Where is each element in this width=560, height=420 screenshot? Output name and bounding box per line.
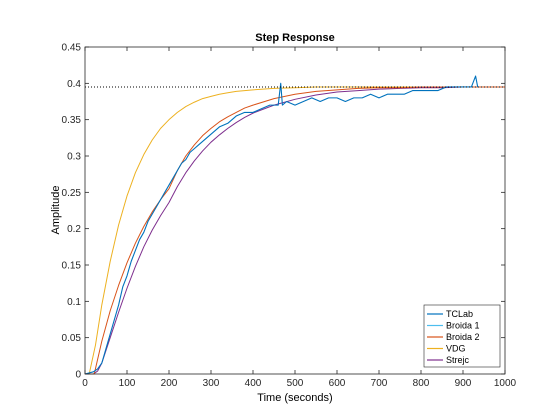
legend-box [423,304,501,368]
x-tick-label: 0 [82,378,88,389]
chart-title: Step Response [255,32,334,44]
x-tick-label: 800 [413,378,430,389]
y-tick-label: 0 [75,370,81,381]
series-line-strejc [85,86,505,375]
legend-label: VDG [446,344,466,354]
ticks-layer: 0 100 200 300 400 500 600 700 800 900 1000 0 0.05 0.1… [62,43,517,390]
series-layer [84,75,505,375]
y-tick-label: 0.2 [67,224,81,235]
legend-label: Broida 2 [446,332,480,342]
series-line-broida-2 [85,86,505,375]
y-tick-label: 0.05 [62,333,82,344]
x-axis-label: Time (seconds) [257,392,332,404]
x-tick-label: 300 [203,378,220,389]
x-tick-label: 500 [287,378,304,389]
y-tick-label: 0.1 [67,297,81,308]
x-tick-label: 400 [245,378,262,389]
x-tick-label: 900 [455,378,472,389]
legend-label: Strejc [446,355,470,365]
series-line-tclab [84,75,479,375]
legend-label: TCLab [446,309,473,319]
y-tick-label: 0.4 [67,79,81,90]
y-tick-label: 0.45 [62,43,82,54]
y-tick-label: 0.15 [62,261,82,272]
y-tick-label: 0.3 [67,152,81,163]
legend-label: Broida 1 [446,321,480,331]
x-tick-label: 600 [329,378,346,389]
y-tick-label: 0.35 [62,115,82,126]
x-tick-label: 700 [371,378,388,389]
x-tick-label: 100 [119,378,136,389]
y-tick-label: 0.25 [62,188,82,199]
x-tick-label: 200 [161,378,178,389]
y-axis-label: Amplitude [50,186,62,235]
x-tick-label: 1000 [494,378,517,389]
